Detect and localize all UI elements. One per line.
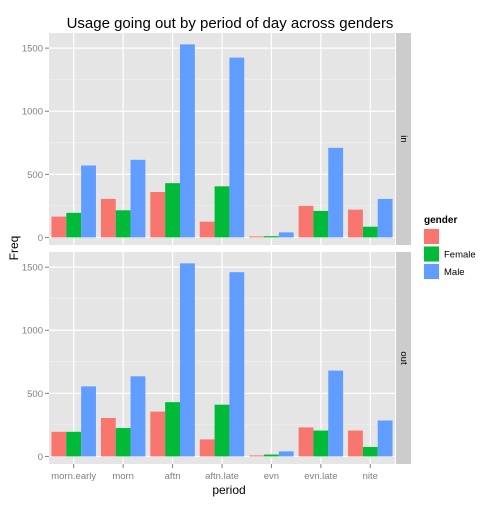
facet-strip-label: out — [398, 351, 409, 365]
x-tick-label: nite — [363, 471, 378, 482]
x-tick-label: aftn — [165, 471, 181, 482]
y-tick-label: 1000 — [22, 107, 43, 118]
bar — [348, 430, 363, 457]
bar — [313, 430, 329, 457]
bar — [179, 44, 195, 238]
legend-label: Male — [444, 267, 465, 278]
bar — [377, 198, 393, 238]
bar — [264, 236, 279, 238]
y-tick-label: 500 — [27, 389, 43, 400]
x-tick-label: evn.late — [304, 471, 337, 482]
bar — [115, 210, 131, 238]
x-axis-ticks: morn.early morn aftn aftn.late evn evn.late ni… — [51, 464, 378, 482]
bar — [362, 226, 378, 238]
y-axis-label: Freq — [7, 236, 21, 261]
bar — [100, 198, 116, 238]
y-tick-label: 0 — [38, 233, 43, 244]
legend-swatch — [424, 264, 439, 279]
y-tick-label: 500 — [27, 170, 43, 181]
bar — [66, 212, 82, 238]
y-tick-label: 0 — [38, 452, 43, 463]
bar — [179, 263, 195, 457]
bar — [377, 420, 393, 457]
bar — [278, 451, 294, 457]
bar — [249, 455, 265, 457]
bar — [328, 147, 344, 238]
bar — [264, 454, 279, 457]
bar — [165, 402, 180, 457]
bar — [150, 411, 166, 457]
legend: Female Male — [422, 227, 476, 281]
legend-label: Female — [444, 250, 476, 261]
bar — [81, 165, 96, 238]
facet-strip — [396, 252, 411, 464]
bar — [150, 192, 166, 238]
legend-swatch — [424, 229, 439, 244]
bar — [214, 186, 230, 238]
x-tick-label: morn — [112, 471, 134, 482]
y-tick-label: 1000 — [22, 326, 43, 337]
bar — [81, 386, 96, 457]
bar — [278, 232, 294, 238]
y-tick-label: 1500 — [22, 263, 43, 274]
bar — [165, 183, 180, 238]
bar — [229, 272, 245, 457]
x-tick-label: evn — [264, 471, 279, 482]
bar — [100, 417, 116, 457]
facet-strip-label: in — [398, 135, 409, 142]
facet-strip — [396, 33, 411, 245]
chart-title: Usage going out by period of day across … — [67, 15, 394, 32]
bar — [115, 428, 131, 457]
bar — [298, 427, 314, 457]
bar — [249, 236, 265, 238]
bar — [328, 370, 344, 457]
bar — [130, 159, 146, 238]
bar — [214, 404, 230, 457]
bar — [313, 210, 329, 238]
bar — [66, 431, 82, 457]
bar — [199, 221, 215, 238]
bar — [199, 439, 215, 457]
bar — [298, 205, 314, 238]
bar — [348, 209, 363, 238]
bar — [51, 431, 67, 457]
bar — [130, 376, 146, 457]
x-tick-label: morn.early — [51, 471, 96, 482]
bar — [362, 446, 378, 457]
panels-group: 0 500 1000 1500 in 0 500 1000 1500 out — [22, 33, 411, 464]
bar — [51, 216, 67, 238]
legend-title: gender — [424, 215, 457, 226]
y-tick-label: 1500 — [22, 44, 43, 55]
x-tick-label: aftn.late — [205, 471, 239, 482]
x-axis-label: period — [212, 483, 245, 497]
legend-swatch — [424, 246, 439, 262]
bar — [229, 57, 245, 238]
